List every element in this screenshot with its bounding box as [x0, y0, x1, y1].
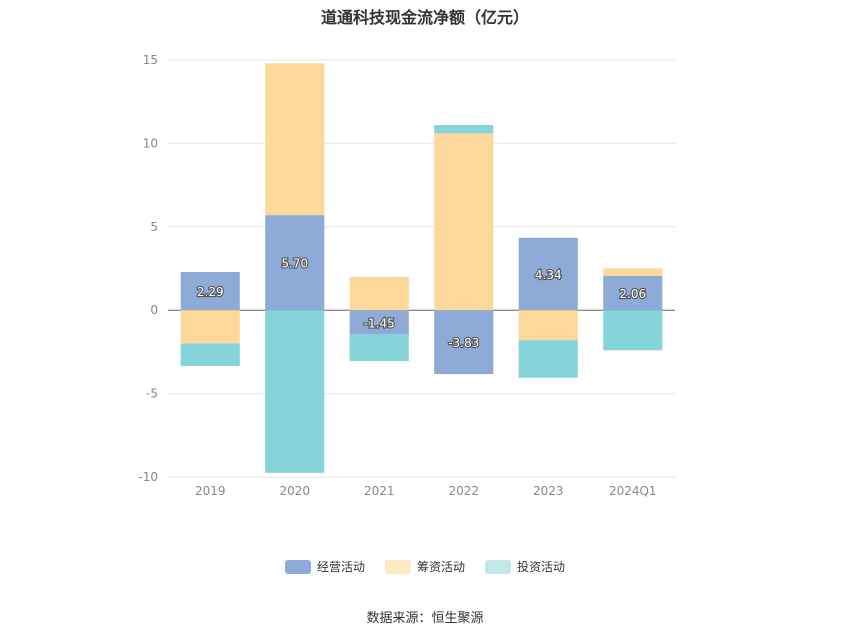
legend-item-investing[interactable]: 投资活动	[485, 558, 565, 575]
bar-2024Q1-series-2	[603, 310, 663, 351]
y-tick-label: 15	[143, 53, 158, 67]
bar-2022-series-2	[434, 125, 494, 134]
bar-2024Q1-series-0	[603, 275, 663, 311]
x-tick-label: 2022	[448, 484, 479, 498]
bar-2022-series-1	[434, 133, 494, 311]
data-label: -1.45	[364, 316, 395, 330]
legend-swatch-operating	[284, 559, 311, 574]
bar-2023-series-0	[518, 237, 578, 311]
x-tick-label: 2020	[279, 484, 310, 498]
data-label: 2.29	[197, 285, 224, 299]
data-label: 5.70	[281, 257, 308, 271]
bar-2024Q1-series-1	[603, 268, 663, 276]
bar-2021-series-1	[349, 276, 409, 311]
legend-item-financing[interactable]: 筹资活动	[384, 558, 465, 575]
data-label: 2.06	[619, 287, 646, 301]
data-label: 4.34	[535, 268, 562, 282]
data-source-note: 数据来源：恒生聚源	[366, 611, 484, 626]
legend-label-operating: 经营活动	[316, 560, 365, 574]
bar-2019-series-2	[180, 343, 240, 367]
legend-swatch-financing	[384, 559, 411, 574]
y-tick-label: 10	[143, 136, 158, 150]
bar-2019-series-1	[180, 310, 240, 344]
bar-2023-series-1	[518, 310, 578, 341]
chart-title: 道通科技现金流净额（亿元）	[320, 8, 529, 27]
y-tick-label: 0	[150, 303, 158, 317]
y-tick-label: 5	[150, 220, 158, 234]
y-tick-label: -5	[146, 387, 158, 401]
bar-2021-series-2	[349, 334, 409, 362]
bar-2019-series-0	[180, 272, 240, 311]
bar-2021-series-0	[349, 310, 409, 335]
legend: 经营活动 筹资活动 投资活动	[0, 558, 850, 575]
bar-2020-series-1	[265, 63, 325, 216]
bar-2023-series-2	[518, 340, 578, 378]
x-tick-label: 2024Q1	[609, 484, 657, 498]
x-tick-label: 2023	[533, 484, 564, 498]
y-tick-label: -10	[138, 470, 158, 484]
legend-label-financing: 筹资活动	[416, 560, 465, 574]
legend-swatch-investing	[485, 559, 511, 574]
data-label: -3.83	[448, 336, 479, 350]
bar-2020-series-2	[265, 310, 325, 473]
legend-item-operating[interactable]: 经营活动	[284, 558, 365, 575]
bar-2022-series-0	[434, 310, 494, 375]
bar-2020-series-0	[265, 215, 325, 311]
x-tick-label: 2021	[364, 484, 395, 498]
x-tick-label: 2019	[195, 484, 226, 498]
legend-label-investing: 投资活动	[517, 560, 566, 574]
